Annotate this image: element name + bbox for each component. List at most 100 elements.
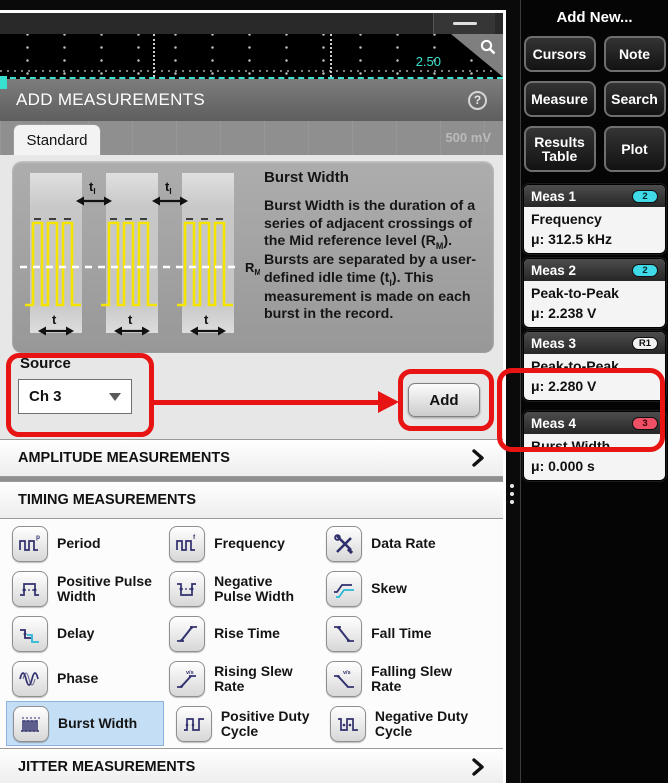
measurement-description-text: Burst Width is the duration of a series …	[264, 198, 477, 323]
svg-text:tI: tI	[89, 179, 96, 196]
measurement-fall-time[interactable]: Fall Time	[314, 611, 503, 656]
dialog-title: ADD MEASUREMENTS	[16, 90, 205, 109]
negative-duty-cycle-icon	[329, 705, 366, 742]
frequency-icon: f	[169, 525, 206, 562]
measurement-delay[interactable]: Delay	[0, 611, 157, 656]
magnifier-icon	[480, 39, 496, 55]
measurement-data-rate[interactable]: Data Rate	[314, 521, 503, 566]
measure-button[interactable]: Measure	[523, 81, 596, 117]
grid-line	[153, 34, 155, 77]
search-button[interactable]: Search	[603, 81, 666, 117]
source-count-pill: 3	[632, 416, 658, 430]
meas-value: μ: 2.280 V	[531, 378, 597, 394]
waveform-graticule: 2.50	[0, 34, 503, 77]
grid-line	[330, 34, 332, 77]
minimize-icon	[452, 22, 477, 25]
results-table-button[interactable]: Results Table	[523, 126, 596, 172]
svg-text:tI: tI	[165, 179, 172, 196]
measurement-period[interactable]: p Period	[0, 521, 157, 566]
rise-time-icon	[169, 615, 206, 652]
positive-duty-cycle-icon	[175, 705, 212, 742]
minimize-button[interactable]	[433, 13, 495, 34]
rm-label: R	[245, 260, 255, 275]
dialog-header: ADD MEASUREMENTS ?	[0, 79, 503, 121]
panel-drag-handle[interactable]	[510, 484, 514, 504]
svg-text:t: t	[128, 312, 133, 327]
source-dropdown[interactable]: Ch 3	[18, 379, 132, 414]
section-amplitude-measurements[interactable]: AMPLITUDE MEASUREMENTS	[0, 439, 503, 477]
svg-text:v/s: v/s	[343, 670, 351, 676]
data-rate-icon	[326, 525, 363, 562]
rising-slew-rate-icon: v/s	[169, 660, 206, 697]
measurement-skew[interactable]: Skew	[314, 566, 503, 611]
negative-pulse-width-icon	[169, 570, 206, 607]
skew-icon	[326, 570, 363, 607]
cursor-marker	[0, 76, 7, 89]
chevron-right-icon	[471, 758, 485, 776]
measurement-falling-slew-rate[interactable]: v/s Falling Slew Rate	[314, 656, 503, 701]
cursor-line[interactable]	[0, 77, 503, 79]
svg-text:v/s: v/s	[186, 670, 194, 676]
annotation-arrow-head	[378, 391, 399, 413]
measurement-description: Burst Width Burst Width is the duration …	[264, 169, 488, 324]
timing-measurements-grid: p Period f Frequency Data Rate Positive …	[0, 519, 503, 748]
idle-time-label: t	[89, 179, 94, 194]
source-value: Ch 3	[29, 388, 62, 405]
meas-value: μ: 312.5 kHz	[531, 231, 612, 247]
dialog-body: RM tI tI t t t Burst Width Burs	[0, 155, 503, 439]
tab-standard[interactable]: Standard	[13, 124, 101, 155]
svg-text:f: f	[193, 534, 196, 541]
section-timing-measurements[interactable]: TIMING MEASUREMENTS	[0, 481, 503, 519]
phase-icon	[12, 660, 48, 697]
source-count-pill: 2	[632, 263, 658, 277]
svg-text:RM: RM	[245, 260, 260, 277]
window-titlebar	[0, 13, 503, 34]
falling-slew-rate-icon: v/s	[326, 660, 363, 697]
source-ref-pill: R1	[632, 336, 658, 350]
meas-type: Frequency	[531, 211, 602, 227]
delay-icon	[12, 615, 48, 652]
tab-strip: 500 mV Standard	[0, 121, 503, 155]
burst-time-label: t	[52, 312, 57, 327]
channel-scale-readout: 500 mV	[445, 130, 491, 145]
measurement-frequency[interactable]: f Frequency	[157, 521, 314, 566]
add-new-buttons: Cursors Note Measure Search Results Tabl…	[521, 32, 668, 172]
measurement-rise-time[interactable]: Rise Time	[157, 611, 314, 656]
meas-type: Peak-to-Peak	[531, 285, 619, 301]
cursors-button[interactable]: Cursors	[523, 36, 596, 72]
measurement-info-panel: RM tI tI t t t Burst Width Burs	[12, 161, 494, 353]
scale-readout: 2.50	[415, 54, 441, 69]
measurement-negative-pulse-width[interactable]: Negative Pulse Width	[157, 566, 314, 611]
add-new-title: Add New...	[556, 9, 633, 26]
measurement-burst-width-selected[interactable]: Burst Width	[6, 701, 164, 746]
chevron-down-icon	[109, 392, 121, 401]
meas-type: Burst Width	[531, 438, 611, 454]
results-sidebar: Add New... Cursors Note Measure Search R…	[520, 0, 668, 783]
note-button[interactable]: Note	[603, 36, 666, 72]
positive-pulse-width-icon	[12, 570, 48, 607]
section-jitter-measurements[interactable]: JITTER MEASUREMENTS	[0, 748, 503, 783]
measurement-negative-duty-cycle[interactable]: Negative Duty Cycle	[318, 701, 503, 746]
meas-value: μ: 2.238 V	[531, 305, 597, 321]
measurement-phase[interactable]: Phase	[0, 656, 157, 701]
add-measurements-window: 2.50 ADD MEASUREMENTS ? 500 mV Standard	[0, 10, 506, 783]
zoom-corner-button[interactable]	[451, 34, 503, 77]
burst-width-diagram: RM tI tI t t t	[20, 173, 260, 337]
add-button[interactable]: Add	[408, 383, 480, 417]
meas-type: Peak-to-Peak	[531, 358, 619, 374]
meas3-badge[interactable]: Meas 3 R1 Peak-to-Peak μ: 2.280 V	[523, 331, 666, 401]
measurement-rising-slew-rate[interactable]: v/s Rising Slew Rate	[157, 656, 314, 701]
meas-value: μ: 0.000 s	[531, 458, 595, 474]
fall-time-icon	[326, 615, 363, 652]
help-icon[interactable]: ?	[468, 90, 487, 110]
plot-button[interactable]: Plot	[603, 126, 666, 172]
measurement-name-heading: Burst Width	[264, 169, 349, 186]
measurement-positive-duty-cycle[interactable]: Positive Duty Cycle	[164, 701, 318, 746]
measurement-positive-pulse-width[interactable]: Positive Pulse Width	[0, 566, 157, 611]
svg-text:p: p	[36, 534, 40, 541]
